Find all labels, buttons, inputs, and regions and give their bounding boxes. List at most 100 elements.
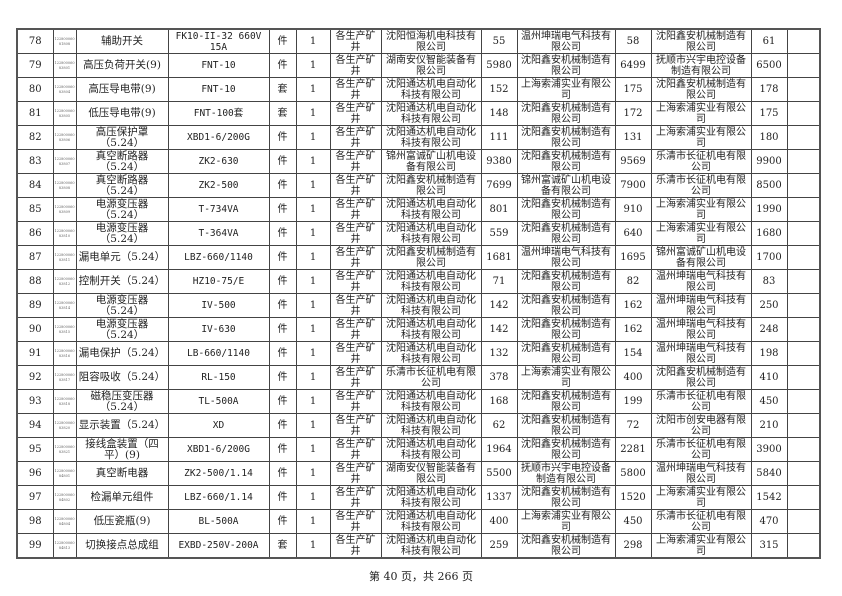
price-1: 1681 [480,245,518,270]
item-code: 122800060 83815 [52,317,77,342]
item-name: 电源变压器（5.24） [75,317,169,342]
quantity: 1 [295,365,331,390]
row-number: 79 [16,53,54,78]
table-row: 82 122800060 83806 高压保护罩（5.24） XBD1-6/200G 件… [16,125,821,150]
table-row: 96 122800060 84801 真空断电器 ZK2-500/1.14 件 1 各生产矿… [16,461,821,486]
empty-cell [786,341,821,366]
quantity: 1 [295,341,331,366]
supplier-1: 沈阳通达机电自动化科技有限公司 [380,77,482,102]
empty-cell [786,53,821,78]
price-2: 450 [614,509,652,534]
item-model: ZK2-500/1.14 [167,461,270,486]
unit: 件 [268,149,297,174]
quantity: 1 [295,77,331,102]
price-comparison-table: 78 122800060 81808 辅助开关 FK10-II-32 660V 15A… [16,28,821,559]
usage-location: 各生产矿井 [329,269,382,294]
item-code: 122800060 83809 [52,197,77,222]
supplier-3: 乐清市长征机电有限公司 [650,509,752,534]
item-model: IV-630 [167,317,270,342]
supplier-2: 上海索浦实业有限公司 [516,77,616,102]
price-1: 5980 [480,53,518,78]
item-model: T-364VA [167,221,270,246]
supplier-3: 上海索浦实业有限公司 [650,101,752,126]
usage-location: 各生产矿井 [329,101,382,126]
row-number: 84 [16,173,54,198]
row-number: 90 [16,317,54,342]
supplier-2: 沈阳鑫安机械制造有限公司 [516,53,616,78]
supplier-3: 沈阳鑫安机械制造有限公司 [650,77,752,102]
quantity: 1 [295,389,331,414]
supplier-1: 沈阳通达机电自动化科技有限公司 [380,485,482,510]
row-number: 94 [16,413,54,438]
item-model: HZ10-75/E [167,269,270,294]
item-model: ZK2-500 [167,173,270,198]
supplier-3: 锦州富诚矿山机电设备有限公司 [650,245,752,270]
usage-location: 各生产矿井 [329,389,382,414]
empty-cell [786,245,821,270]
row-number: 78 [16,28,54,54]
unit: 件 [268,221,297,246]
supplier-2: 沈阳鑫安机械制造有限公司 [516,269,616,294]
quantity: 1 [295,509,331,534]
price-2: 82 [614,269,652,294]
supplier-2: 上海索浦实业有限公司 [516,365,616,390]
item-name: 接线盒装置（四平）(9) [75,437,169,462]
supplier-2: 沈阳鑫安机械制造有限公司 [516,341,616,366]
supplier-3: 温州坤瑞电气科技有限公司 [650,317,752,342]
item-name: 真空断路器（5.24） [75,173,169,198]
row-number: 98 [16,509,54,534]
unit: 件 [268,413,297,438]
supplier-2: 沈阳鑫安机械制造有限公司 [516,221,616,246]
price-2: 298 [614,533,652,559]
usage-location: 各生产矿井 [329,173,382,198]
empty-cell [786,509,821,534]
item-model: TL-500A [167,389,270,414]
item-code: 122800060 83818 [52,389,77,414]
table-row: 93 122800060 83818 磁稳压变压器（5.24） TL-500A 件 1 各生… [16,389,821,414]
price-1: 132 [480,341,518,366]
supplier-2: 沈阳鑫安机械制造有限公司 [516,149,616,174]
supplier-2: 沈阳鑫安机械制造有限公司 [516,293,616,318]
item-model: XBD1-6/200G [167,437,270,462]
table-row: 89 122800060 83814 电源变压器（5.24） IV-500 件 1 各生产矿… [16,293,821,318]
empty-cell [786,533,821,559]
price-2: 172 [614,101,652,126]
unit: 套 [268,77,297,102]
table-row: 87 122800060 83811 漏电单元（5.24） LBZ-660/1140 件… [16,245,821,270]
item-name: 高压保护罩（5.24） [75,125,169,150]
price-1: 1337 [480,485,518,510]
item-name: 电源变压器（5.24） [75,221,169,246]
supplier-3: 上海索浦实业有限公司 [650,533,752,559]
price-2: 1520 [614,485,652,510]
item-code: 122800060 84802 [52,485,77,510]
table-row: 86 122800060 83810 电源变压器（5.24） T-364VA 件 1 各生产… [16,221,821,246]
price-3: 210 [750,413,788,438]
usage-location: 各生产矿井 [329,437,382,462]
row-number: 81 [16,101,54,126]
item-model: XBD1-6/200G [167,125,270,150]
price-2: 162 [614,317,652,342]
price-2: 5800 [614,461,652,486]
supplier-2: 沈阳鑫安机械制造有限公司 [516,101,616,126]
item-name: 低压瓷瓶(9) [75,509,169,534]
item-code: 122800060 83808 [52,173,77,198]
item-model: FNT-10 [167,77,270,102]
unit: 件 [268,365,297,390]
item-code: 122800060 83820 [52,413,77,438]
price-1: 168 [480,389,518,414]
empty-cell [786,365,821,390]
price-1: 71 [480,269,518,294]
row-number: 99 [16,533,54,559]
item-model: LBZ-660/1140 [167,245,270,270]
table-row: 85 122800060 83809 电源变压器（5.24） T-734VA 件 1 各生产… [16,197,821,222]
item-name: 电源变压器（5.24） [75,293,169,318]
price-3: 61 [750,28,788,54]
price-3: 1990 [750,197,788,222]
price-2: 910 [614,197,652,222]
item-code: 122800060 83812 [52,269,77,294]
row-number: 88 [16,269,54,294]
price-3: 8500 [750,173,788,198]
empty-cell [786,389,821,414]
supplier-3: 沈阳鑫安机械制造有限公司 [650,365,752,390]
item-name: 切换接点总成组 [75,533,169,559]
